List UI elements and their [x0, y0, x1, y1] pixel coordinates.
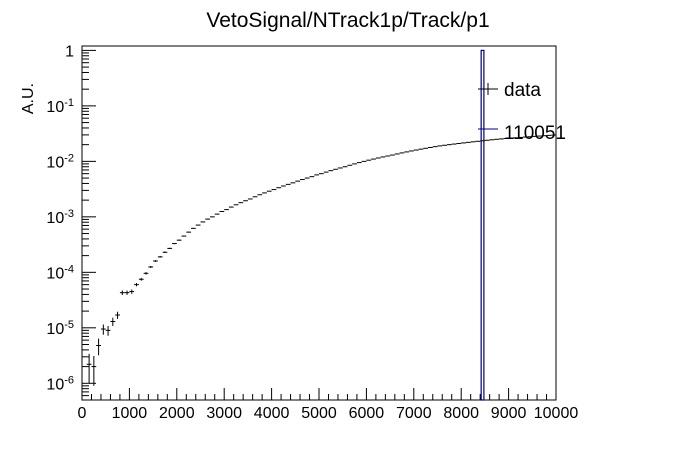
data-point: [167, 247, 173, 250]
data-point: [214, 213, 220, 215]
y-axis-ticks: 10-6 10-5 10-4 10-3 10-2 10-1 1: [46, 43, 96, 401]
x-tick-label: 4000: [254, 405, 290, 422]
data-point: [119, 290, 125, 296]
y-axis-label: A.U.: [20, 83, 37, 114]
data-point: [209, 216, 215, 218]
series-data: [86, 134, 556, 386]
legend-label-data: data: [504, 80, 541, 101]
x-tick-label: 10000: [534, 405, 579, 422]
y-tick-label: 10-4: [46, 263, 74, 282]
data-point: [100, 324, 106, 335]
data-point: [153, 260, 158, 262]
data-point: [224, 209, 229, 211]
chart-title: VetoSignal/NTrack1p/Track/p1: [206, 9, 489, 32]
x-tick-label: 7000: [396, 405, 432, 422]
data-point: [148, 266, 154, 268]
data-point: [191, 227, 196, 229]
data-point: [129, 289, 135, 294]
y-tick-label: 10-1: [46, 97, 74, 116]
data-point: [91, 356, 97, 386]
y-tick-label: 10-5: [46, 319, 74, 338]
data-point: [115, 311, 120, 319]
legend-label-110051: 110051: [504, 123, 566, 144]
x-axis-ticks: 0 1000 2000 3000 4000 5000 6000 7000 8000 9000 100…: [78, 388, 579, 422]
x-tick-label: 1000: [112, 405, 148, 422]
y-tick-label: 1: [65, 43, 74, 60]
data-point: [143, 272, 149, 275]
data-point: [157, 256, 163, 258]
data-point: [181, 235, 187, 237]
x-tick-label: 0: [78, 405, 87, 422]
series-110051: [480, 49, 485, 401]
data-point: [96, 338, 101, 356]
data-point: [138, 277, 144, 281]
y-tick-label: 10-3: [46, 208, 74, 227]
data-point: [172, 242, 177, 245]
x-tick-label: 8000: [443, 405, 479, 422]
data-point: [176, 239, 182, 241]
data-point: [195, 224, 201, 226]
histogram-bin: [480, 49, 485, 401]
data-point: [124, 290, 130, 295]
data-point: [110, 317, 116, 326]
data-point: [243, 200, 248, 202]
x-tick-label: 5000: [301, 405, 337, 422]
data-point: [238, 202, 244, 204]
data-point: [233, 204, 239, 206]
data-point: [186, 231, 192, 233]
y-tick-label: 10-6: [46, 374, 74, 393]
x-tick-label: 9000: [491, 405, 527, 422]
data-point: [247, 198, 253, 200]
data-point: [162, 251, 168, 254]
y-tick-label: 10-2: [46, 152, 74, 171]
data-point: [219, 210, 225, 212]
data-point: [105, 325, 111, 336]
data-point: [86, 353, 92, 384]
data-point: [205, 218, 210, 220]
x-tick-label: 6000: [349, 405, 385, 422]
plot-area: [81, 45, 557, 401]
data-point: [200, 221, 206, 223]
data-point: [228, 206, 234, 208]
x-tick-label: 3000: [206, 405, 242, 422]
data-point: [134, 283, 139, 287]
plot-frame: [81, 45, 557, 401]
x-tick-label: 2000: [159, 405, 195, 422]
legend: data 110051: [478, 80, 566, 144]
